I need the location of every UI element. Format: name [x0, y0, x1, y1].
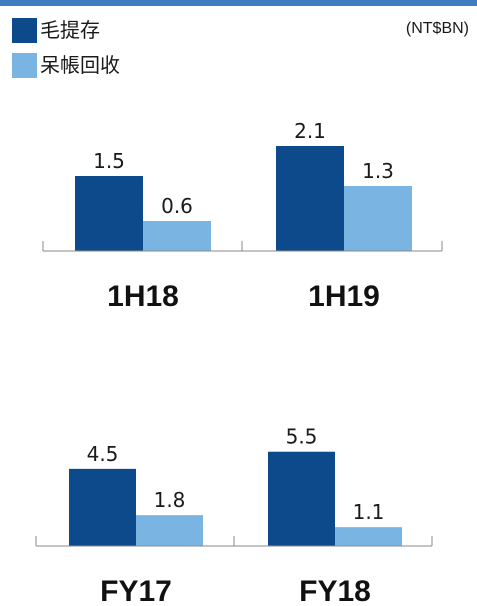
legend-item-recovery: 呆帳回收 — [12, 52, 120, 78]
bar-1h19-series-0 — [276, 146, 344, 251]
category-label-fy18: FY18 — [299, 575, 371, 606]
value-label-fy18-series-1: 1.1 — [353, 500, 385, 524]
value-label-1h18-series-0: 1.5 — [93, 149, 125, 173]
bar-fy17-series-0 — [69, 468, 136, 546]
top-rule — [0, 0, 477, 6]
bar-fy17-series-1 — [136, 515, 203, 546]
bar-fy18-series-1 — [335, 527, 402, 546]
value-label-fy17-series-1: 1.8 — [154, 488, 186, 512]
bar-fy18-series-0 — [268, 451, 335, 546]
value-label-1h18-series-1: 0.6 — [161, 194, 193, 218]
value-label-1h19-series-0: 2.1 — [294, 119, 326, 143]
legend-item-gross-provision: 毛提存 — [12, 17, 120, 43]
value-label-fy17-series-0: 4.5 — [87, 442, 119, 466]
category-label-1h18: 1H18 — [107, 280, 179, 313]
category-label-1h19: 1H19 — [308, 280, 380, 313]
legend-label-recovery: 呆帳回收 — [40, 53, 120, 77]
legend-swatch-gross-provision — [12, 17, 37, 43]
legend: 毛提存 呆帳回收 — [12, 17, 120, 87]
value-label-fy18-series-0: 5.5 — [286, 425, 318, 449]
bar-1h18-series-1 — [143, 221, 211, 251]
legend-swatch-recovery — [12, 52, 37, 78]
bar-1h19-series-1 — [344, 186, 412, 251]
unit-label: (NT$BN) — [405, 20, 469, 37]
category-label-fy17: FY17 — [100, 575, 172, 606]
legend-label-gross-provision: 毛提存 — [40, 18, 100, 42]
value-label-1h19-series-1: 1.3 — [362, 159, 394, 183]
bar-1h18-series-0 — [75, 176, 143, 251]
